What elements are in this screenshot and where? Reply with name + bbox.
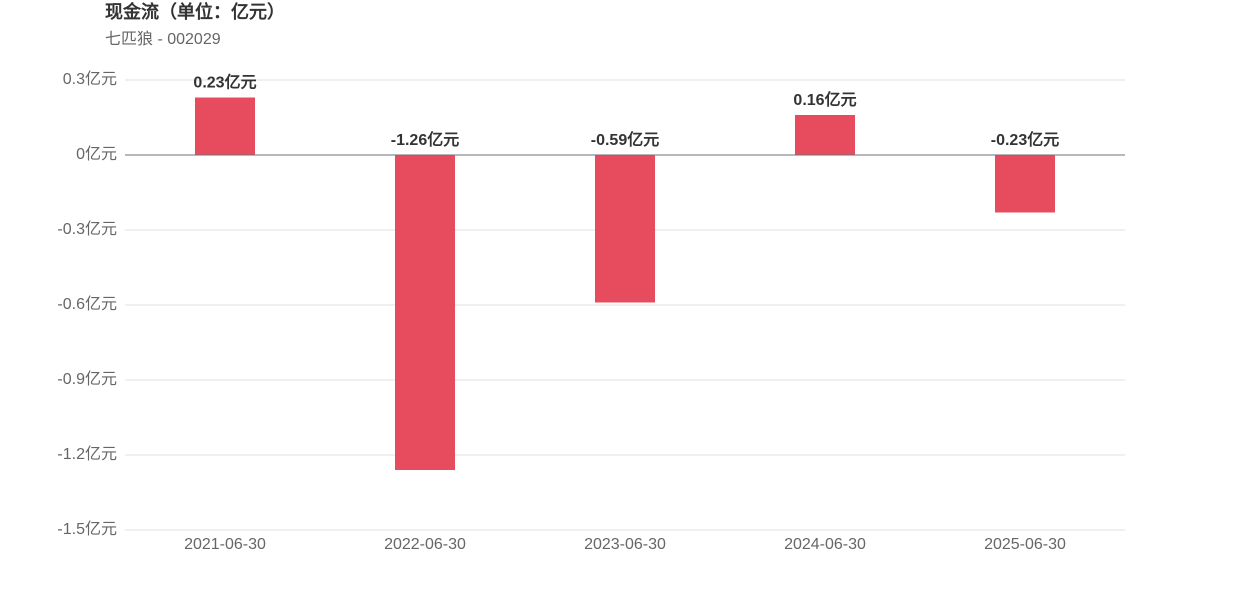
y-tick-label: 0亿元 (76, 145, 117, 163)
chart-subtitle: 七匹狼 - 002029 (105, 30, 221, 48)
bar (195, 97, 255, 155)
y-tick-label: -1.2亿元 (57, 445, 117, 463)
bar (795, 115, 855, 155)
x-tick-label: 2025-06-30 (984, 536, 1066, 553)
x-tick-label: 2024-06-30 (784, 536, 866, 553)
x-tick-label: 2021-06-30 (184, 536, 266, 553)
value-label: -0.59亿元 (591, 130, 659, 149)
value-label: 0.16亿元 (793, 90, 856, 109)
bar (595, 155, 655, 303)
x-tick-label: 2023-06-30 (584, 536, 666, 553)
y-tick-label: -0.3亿元 (57, 220, 117, 238)
chart-title: 现金流（单位：亿元） (105, 1, 285, 22)
x-tick-label: 2022-06-30 (384, 536, 466, 553)
bar (395, 155, 455, 470)
value-label: 0.23亿元 (193, 73, 256, 92)
y-tick-label: 0.3亿元 (63, 70, 117, 88)
value-label: -1.26亿元 (391, 130, 459, 149)
y-tick-label: -1.5亿元 (57, 520, 117, 538)
y-tick-label: -0.9亿元 (57, 370, 117, 388)
value-label: -0.23亿元 (991, 130, 1059, 149)
y-tick-label: -0.6亿元 (57, 295, 117, 313)
bar (995, 155, 1055, 213)
